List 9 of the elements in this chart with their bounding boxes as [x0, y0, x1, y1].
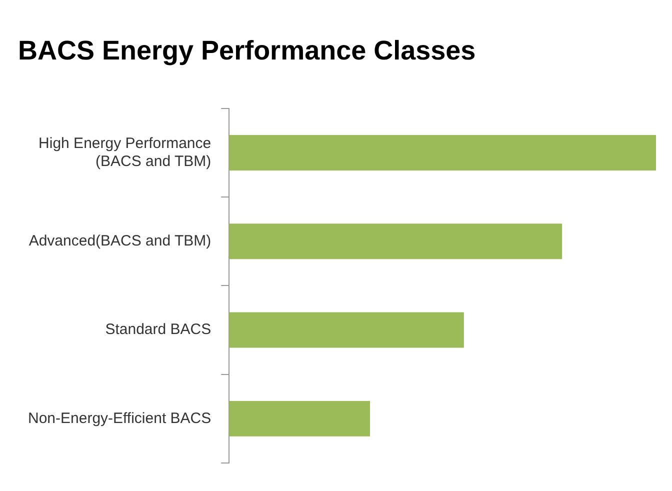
y-tick-label: High Energy Performance (BACS and TBM) — [38, 134, 212, 170]
y-tick-label: Non-Energy-Efficient BACS — [28, 410, 212, 427]
bar — [229, 312, 464, 348]
bar — [229, 134, 656, 170]
bar — [229, 224, 562, 260]
chart-title: BACS Energy Performance Classes — [18, 36, 476, 66]
y-tick-label: Standard BACS — [105, 321, 212, 338]
y-tick-label: Advanced(BACS and TBM) — [28, 232, 212, 250]
bar — [229, 400, 370, 436]
